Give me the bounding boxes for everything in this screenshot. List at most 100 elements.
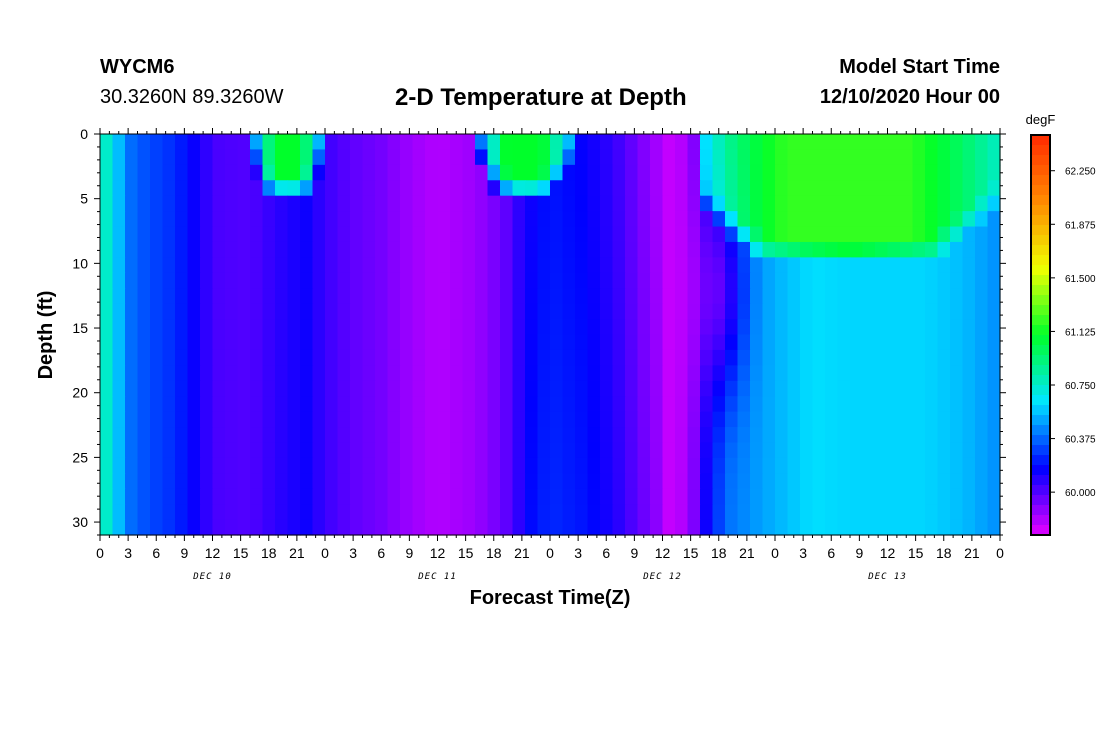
- heatmap-cell: [950, 164, 964, 181]
- heatmap-cell: [450, 211, 464, 228]
- heatmap-cell: [850, 164, 864, 181]
- heatmap-cell: [900, 519, 914, 536]
- heatmap-cell: [612, 380, 626, 397]
- heatmap-cell: [262, 164, 276, 181]
- heatmap-cell: [250, 365, 264, 382]
- heatmap-cell: [675, 319, 689, 336]
- heatmap-cell: [125, 195, 139, 212]
- heatmap-cell: [800, 257, 814, 274]
- heatmap-cell: [537, 442, 551, 459]
- heatmap-cell: [300, 272, 314, 289]
- heatmap-cell: [575, 272, 589, 289]
- heatmap-cell: [687, 211, 701, 228]
- heatmap-cell: [275, 272, 289, 289]
- heatmap-cell: [950, 241, 964, 258]
- heatmap-cell: [950, 180, 964, 197]
- heatmap-cell: [875, 519, 889, 536]
- heatmap-cell: [350, 519, 364, 536]
- heatmap-cell: [675, 380, 689, 397]
- heatmap-cell: [125, 488, 139, 505]
- colorbar-segment: [1031, 295, 1050, 306]
- heatmap-cell: [675, 396, 689, 413]
- heatmap-cell: [450, 303, 464, 320]
- colorbar-segment: [1031, 145, 1050, 156]
- heatmap-cell: [862, 457, 876, 474]
- heatmap-cell: [200, 411, 214, 428]
- heatmap-cell: [175, 164, 189, 181]
- heatmap-cell: [525, 226, 539, 243]
- colorbar-segment: [1031, 415, 1050, 426]
- heatmap-cell: [937, 488, 951, 505]
- heatmap-cell: [625, 473, 639, 490]
- heatmap-cell: [850, 149, 864, 166]
- heatmap-cell: [112, 211, 126, 228]
- heatmap-cell: [425, 211, 439, 228]
- heatmap-cell: [525, 303, 539, 320]
- heatmap-cell: [225, 303, 239, 320]
- heatmap-cell: [687, 195, 701, 212]
- heatmap-cell: [425, 226, 439, 243]
- heatmap-cell: [687, 411, 701, 428]
- heatmap-cell: [812, 226, 826, 243]
- heatmap-cell: [287, 180, 301, 197]
- heatmap-cell: [287, 319, 301, 336]
- heatmap-cell: [600, 164, 614, 181]
- heatmap-cell: [237, 303, 251, 320]
- heatmap-cell: [800, 334, 814, 351]
- heatmap-cell: [862, 319, 876, 336]
- heatmap-cell: [250, 211, 264, 228]
- heatmap-cell: [575, 241, 589, 258]
- heatmap-cell: [925, 365, 939, 382]
- heatmap-cell: [312, 303, 326, 320]
- heatmap-cell: [750, 349, 764, 366]
- heatmap-cell: [237, 488, 251, 505]
- heatmap-cell: [612, 473, 626, 490]
- heatmap-cell: [100, 457, 114, 474]
- heatmap-cell: [150, 195, 164, 212]
- heatmap-cell: [775, 149, 789, 166]
- heatmap-cell: [100, 396, 114, 413]
- heatmap-cell: [200, 488, 214, 505]
- heatmap-cell: [262, 396, 276, 413]
- heatmap-cell: [750, 272, 764, 289]
- heatmap-cell: [500, 457, 514, 474]
- heatmap-cell: [312, 180, 326, 197]
- heatmap-cell: [587, 134, 601, 151]
- heatmap-cell: [700, 272, 714, 289]
- heatmap-cell: [762, 211, 776, 228]
- heatmap-cell: [162, 180, 176, 197]
- heatmap-cell: [887, 211, 901, 228]
- heatmap-cell: [512, 380, 526, 397]
- heatmap-cell: [750, 195, 764, 212]
- heatmap-cell: [762, 457, 776, 474]
- heatmap-cell: [500, 164, 514, 181]
- heatmap-cell: [700, 519, 714, 536]
- heatmap-cell: [537, 211, 551, 228]
- heatmap-cell: [262, 211, 276, 228]
- heatmap-cell: [312, 427, 326, 444]
- colorbar-segment: [1031, 215, 1050, 226]
- heatmap-cell: [837, 380, 851, 397]
- heatmap-cell: [187, 427, 201, 444]
- heatmap-cell: [587, 504, 601, 521]
- heatmap-cell: [450, 272, 464, 289]
- heatmap-cell: [975, 380, 989, 397]
- heatmap-cell: [675, 504, 689, 521]
- heatmap-cell: [337, 149, 351, 166]
- heatmap-cell: [825, 427, 839, 444]
- heatmap-cell: [925, 380, 939, 397]
- heatmap-cell: [450, 226, 464, 243]
- heatmap-cell: [562, 164, 576, 181]
- heatmap-cell: [175, 365, 189, 382]
- heatmap-cell: [962, 211, 976, 228]
- heatmap-cell: [962, 226, 976, 243]
- heatmap-cell: [825, 365, 839, 382]
- heatmap-cell: [912, 473, 926, 490]
- heatmap-cell: [600, 365, 614, 382]
- heatmap-cell: [375, 488, 389, 505]
- heatmap-cell: [300, 442, 314, 459]
- heatmap-cell: [325, 380, 339, 397]
- heatmap-cell: [337, 164, 351, 181]
- heatmap-cell: [787, 488, 801, 505]
- heatmap-cell: [487, 380, 501, 397]
